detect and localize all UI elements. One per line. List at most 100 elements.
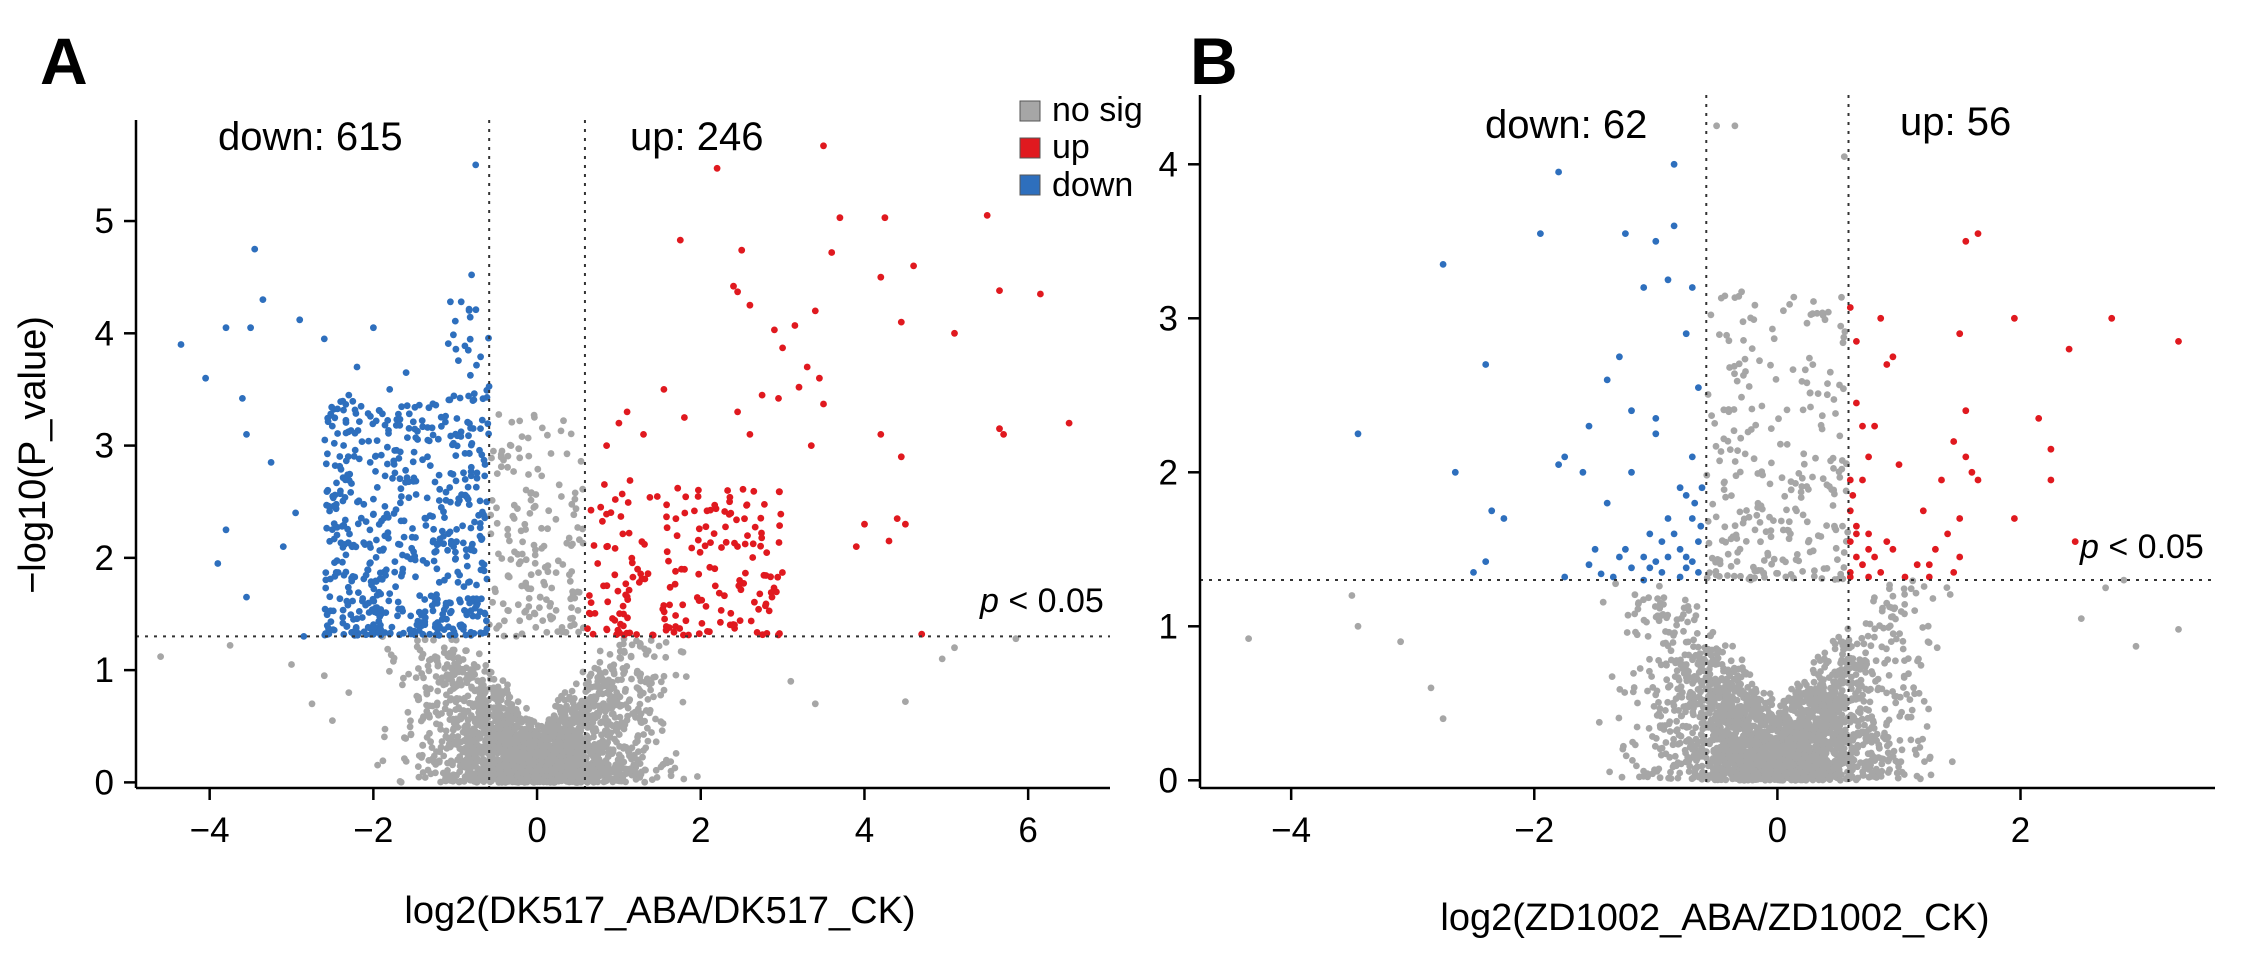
- point-no-sig: [660, 672, 668, 680]
- point-no-sig: [1644, 633, 1652, 640]
- point-up: [707, 539, 714, 546]
- point-down: [421, 614, 429, 622]
- point-up: [693, 594, 701, 601]
- point-up: [649, 631, 657, 639]
- point-down: [259, 296, 267, 303]
- point-down: [356, 418, 363, 425]
- point-no-sig: [1910, 684, 1917, 692]
- point-down: [431, 478, 439, 486]
- point-no-sig: [474, 663, 481, 671]
- point-up: [663, 513, 670, 521]
- point-down: [367, 559, 374, 566]
- point-down: [407, 555, 415, 563]
- point-no-sig: [406, 723, 414, 731]
- panel-a-down-count: down: 615: [218, 115, 403, 159]
- point-down: [453, 526, 460, 533]
- point-down: [399, 569, 406, 577]
- point-down: [433, 565, 441, 573]
- point-down: [384, 529, 392, 537]
- point-down: [389, 474, 396, 482]
- point-down: [447, 607, 455, 615]
- point-down: [334, 405, 341, 413]
- point-down: [392, 506, 400, 513]
- point-no-sig: [1948, 758, 1956, 766]
- point-no-sig: [481, 668, 489, 675]
- point-no-sig: [465, 758, 473, 766]
- point-down: [324, 450, 331, 458]
- point-no-sig: [493, 519, 501, 527]
- point-down: [450, 392, 458, 400]
- point-down: [447, 470, 455, 477]
- point-no-sig: [639, 753, 646, 761]
- point-up: [807, 442, 815, 449]
- point-no-sig: [531, 559, 539, 567]
- point-no-sig: [1885, 672, 1893, 679]
- point-no-sig: [1618, 773, 1626, 781]
- point-no-sig: [627, 765, 634, 773]
- point-no-sig: [479, 729, 487, 737]
- point-no-sig: [504, 607, 512, 614]
- point-no-sig: [548, 776, 555, 784]
- point-no-sig: [501, 729, 508, 737]
- point-down: [362, 518, 370, 525]
- point-up: [663, 548, 671, 556]
- point-no-sig: [640, 731, 647, 738]
- point-no-sig: [594, 683, 602, 691]
- point-no-sig: [1943, 584, 1951, 591]
- point-down: [473, 474, 481, 482]
- point-no-sig: [567, 430, 575, 438]
- point-no-sig: [567, 615, 574, 622]
- point-no-sig: [548, 584, 556, 592]
- point-down: [446, 484, 454, 491]
- point-down: [323, 501, 330, 509]
- point-no-sig: [589, 752, 597, 760]
- point-up: [653, 493, 661, 500]
- point-no-sig: [414, 696, 422, 704]
- point-down: [355, 455, 363, 463]
- point-down: [411, 403, 419, 411]
- point-down: [428, 602, 436, 609]
- point-up: [751, 523, 759, 531]
- point-up: [774, 631, 782, 639]
- point-no-sig: [616, 647, 624, 655]
- point-no-sig: [454, 737, 461, 744]
- point-down: [327, 410, 335, 418]
- point-down: [454, 500, 462, 507]
- point-no-sig: [506, 441, 514, 449]
- point-no-sig: [517, 527, 525, 535]
- point-no-sig: [532, 546, 539, 554]
- point-down: [346, 470, 354, 478]
- point-down: [390, 457, 398, 465]
- point-down: [365, 437, 372, 445]
- point-no-sig: [537, 741, 545, 749]
- point-no-sig: [513, 772, 521, 780]
- point-down: [449, 625, 457, 633]
- point-down: [419, 456, 426, 464]
- point-no-sig: [1727, 657, 1735, 665]
- point-no-sig: [1715, 646, 1722, 654]
- point-down: [394, 612, 401, 620]
- point-up: [746, 431, 754, 438]
- point-up: [623, 408, 631, 416]
- point-no-sig: [566, 571, 573, 579]
- point-no-sig: [1836, 776, 1844, 784]
- point-down: [447, 599, 454, 607]
- point-no-sig: [811, 700, 819, 708]
- point-up: [897, 318, 905, 326]
- point-down: [378, 517, 385, 525]
- point-no-sig: [509, 759, 517, 767]
- point-down: [345, 391, 353, 399]
- point-down: [466, 313, 474, 321]
- point-no-sig: [1884, 656, 1892, 663]
- point-no-sig: [444, 652, 452, 660]
- point-down: [477, 353, 484, 361]
- point-down: [396, 422, 404, 429]
- point-up: [771, 326, 778, 334]
- point-no-sig: [516, 454, 524, 462]
- panel-a-y-axis-title: −log10(P_value): [12, 316, 54, 594]
- point-no-sig: [1684, 618, 1691, 626]
- point-no-sig: [530, 411, 538, 419]
- point-down: [296, 316, 304, 324]
- point-no-sig: [452, 636, 460, 644]
- point-down: [426, 462, 434, 469]
